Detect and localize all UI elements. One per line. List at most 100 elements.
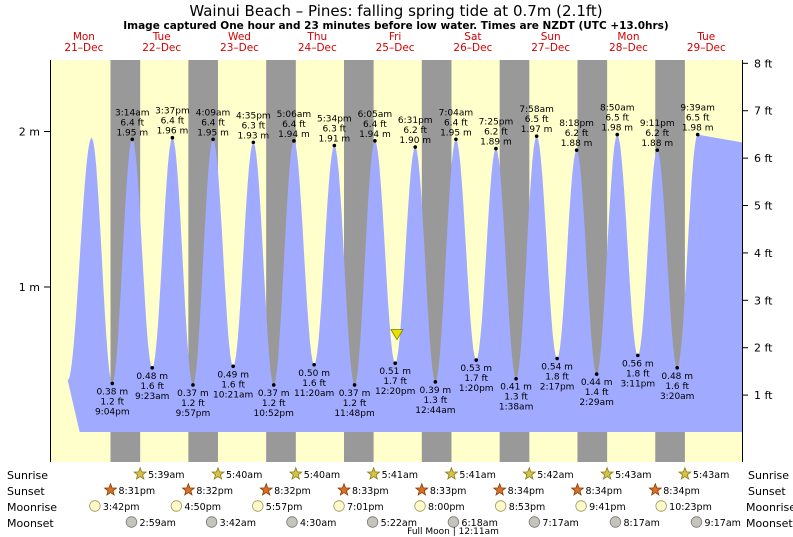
- sunrise-time: 5:43am: [693, 470, 729, 481]
- low-tide-ft: 1.3 ft: [424, 396, 448, 406]
- high-tide-ft: 6.4 ft: [444, 118, 468, 128]
- moonrise-moon-icon: [494, 500, 507, 512]
- right-axis-tick-label: 1 ft: [754, 389, 773, 402]
- high-tide-time: 7:04am: [439, 108, 474, 118]
- sunset-row-label-left: Sunset: [7, 485, 45, 498]
- moonrise-time: 9:41pm: [589, 502, 626, 513]
- low-tide-time: 11:48pm: [334, 409, 374, 419]
- low-tide-m: 0.37 m: [339, 389, 371, 399]
- left-axis-tick-label: 2 m: [19, 126, 40, 139]
- astro-rows: Sunrise Sunset Moonrise Moonset Sunrise …: [7, 469, 793, 530]
- left-axis-tick-label: 1 m: [19, 281, 40, 294]
- high-tide-time: 9:11pm: [640, 119, 675, 129]
- high-tide-point: [615, 132, 620, 137]
- low-tide-m: 0.37 m: [177, 389, 209, 399]
- day-header-date: 23–Dec: [220, 42, 259, 54]
- high-tide-ft: 6.2 ft: [403, 126, 427, 136]
- low-tide-time: 12:20pm: [375, 387, 415, 397]
- low-tide-time: 1:20pm: [459, 384, 494, 394]
- day-header-date: 27–Dec: [531, 42, 570, 54]
- sunset-star-icon: [337, 482, 351, 496]
- sunset-star-icon: [648, 482, 663, 496]
- high-tide-ft: 6.4 ft: [282, 120, 306, 130]
- low-tide-point: [636, 353, 640, 358]
- high-tide-ft: 6.4 ft: [120, 118, 144, 128]
- day-header-date: 25–Dec: [376, 42, 415, 54]
- low-tide-time: 9:57pm: [176, 409, 211, 419]
- high-tide-time: 7:58am: [519, 105, 554, 115]
- sunrise-star-icon: [366, 466, 381, 480]
- moonrise-row-label-right: Moonrise: [746, 501, 793, 514]
- sunrise-time: 5:40am: [226, 470, 262, 481]
- day-header-dow: Wed: [228, 31, 251, 43]
- low-tide-ft: 1.2 ft: [262, 399, 286, 409]
- high-tide-time: 3:37pm: [155, 107, 190, 117]
- sunrise-star-icon: [600, 466, 615, 480]
- sunrise-star-icon: [444, 466, 459, 480]
- low-tide-m: 0.41 m: [500, 383, 532, 393]
- sunset-time: 8:32pm: [196, 486, 233, 497]
- sunset-time: 8:34pm: [585, 486, 622, 497]
- moonset-moon-icon: [366, 516, 379, 528]
- low-tide-point: [474, 358, 479, 362]
- astro-events: 5:39am 8:31pm 5:40am 8:32pm 5:40am 8:32pm 5:41…: [89, 466, 741, 529]
- high-tide-m: 1.88 m: [641, 139, 673, 149]
- low-tide-ft: 1.8 ft: [626, 369, 650, 379]
- low-tide-time: 9:23am: [135, 392, 170, 402]
- right-axis-tick-label: 6 ft: [754, 152, 773, 165]
- sunset-time: 8:32pm: [274, 486, 311, 497]
- moonrise-time: 10:23pm: [669, 502, 712, 513]
- day-header-date: 22–Dec: [142, 42, 181, 54]
- tide-area: [67, 134, 742, 432]
- low-tide-time: 3:20am: [660, 392, 695, 402]
- moonset-moon-icon: [528, 516, 541, 528]
- day-header-date: 24–Dec: [298, 42, 337, 54]
- low-tide-time: 11:20am: [294, 389, 334, 399]
- sunset-row-label-right: Sunset: [748, 485, 786, 498]
- sunrise-star-icon: [211, 466, 226, 480]
- moonrise-time: 7:01pm: [347, 502, 384, 513]
- day-header-dow: Thu: [306, 31, 327, 43]
- chart-subtitle: Image captured One hour and 23 minutes b…: [123, 20, 668, 32]
- right-axis-tick-label: 7 ft: [754, 105, 773, 118]
- sunrise-time: 5:43am: [615, 470, 651, 481]
- sunrise-time: 5:41am: [382, 470, 418, 481]
- moonset-time: 3:42am: [220, 518, 256, 529]
- high-tide-point: [332, 143, 337, 148]
- low-tide-m: 0.44 m: [581, 378, 613, 388]
- low-tide-m: 0.38 m: [96, 387, 128, 397]
- low-tide-time: 12:44am: [415, 406, 455, 416]
- moonrise-moon-icon: [89, 500, 101, 512]
- high-tide-time: 3:14am: [115, 108, 150, 118]
- high-tide-m: 1.95 m: [116, 128, 148, 138]
- high-tide-m: 1.89 m: [480, 138, 512, 148]
- day-header-dow: Mon: [73, 31, 95, 43]
- high-tide-point: [211, 137, 215, 142]
- low-tide-ft: 1.7 ft: [464, 374, 488, 384]
- low-tide-m: 0.51 m: [379, 367, 411, 377]
- right-axis-tick-label: 3 ft: [754, 294, 773, 307]
- sunrise-time: 5:39am: [148, 470, 184, 481]
- right-axis-tick-label: 8 ft: [754, 57, 773, 70]
- sunset-time: 8:34pm: [508, 486, 545, 497]
- moonset-row-label-left: Moonset: [7, 517, 54, 530]
- moonset-time: 6:18am: [461, 518, 497, 529]
- day-header-dow: Sat: [464, 31, 481, 43]
- high-tide-m: 1.91 m: [319, 134, 351, 144]
- moonrise-moon-icon: [414, 500, 426, 512]
- high-tide-time: 6:31pm: [398, 116, 433, 126]
- moonset-moon-icon: [609, 516, 622, 528]
- high-tide-point: [413, 145, 418, 149]
- moonset-time: 9:17am: [704, 518, 740, 529]
- high-tide-point: [655, 148, 660, 152]
- right-axis-tick-label: 4 ft: [754, 247, 773, 260]
- high-tide-ft: 6.5 ft: [525, 115, 549, 125]
- moonset-time: 4:30am: [300, 518, 336, 529]
- low-tide-point: [312, 362, 316, 367]
- sunrise-row-label-left: Sunrise: [7, 469, 48, 482]
- high-tide-point: [373, 139, 377, 143]
- low-tide-point: [393, 361, 397, 365]
- low-tide-ft: 1.4 ft: [585, 388, 609, 398]
